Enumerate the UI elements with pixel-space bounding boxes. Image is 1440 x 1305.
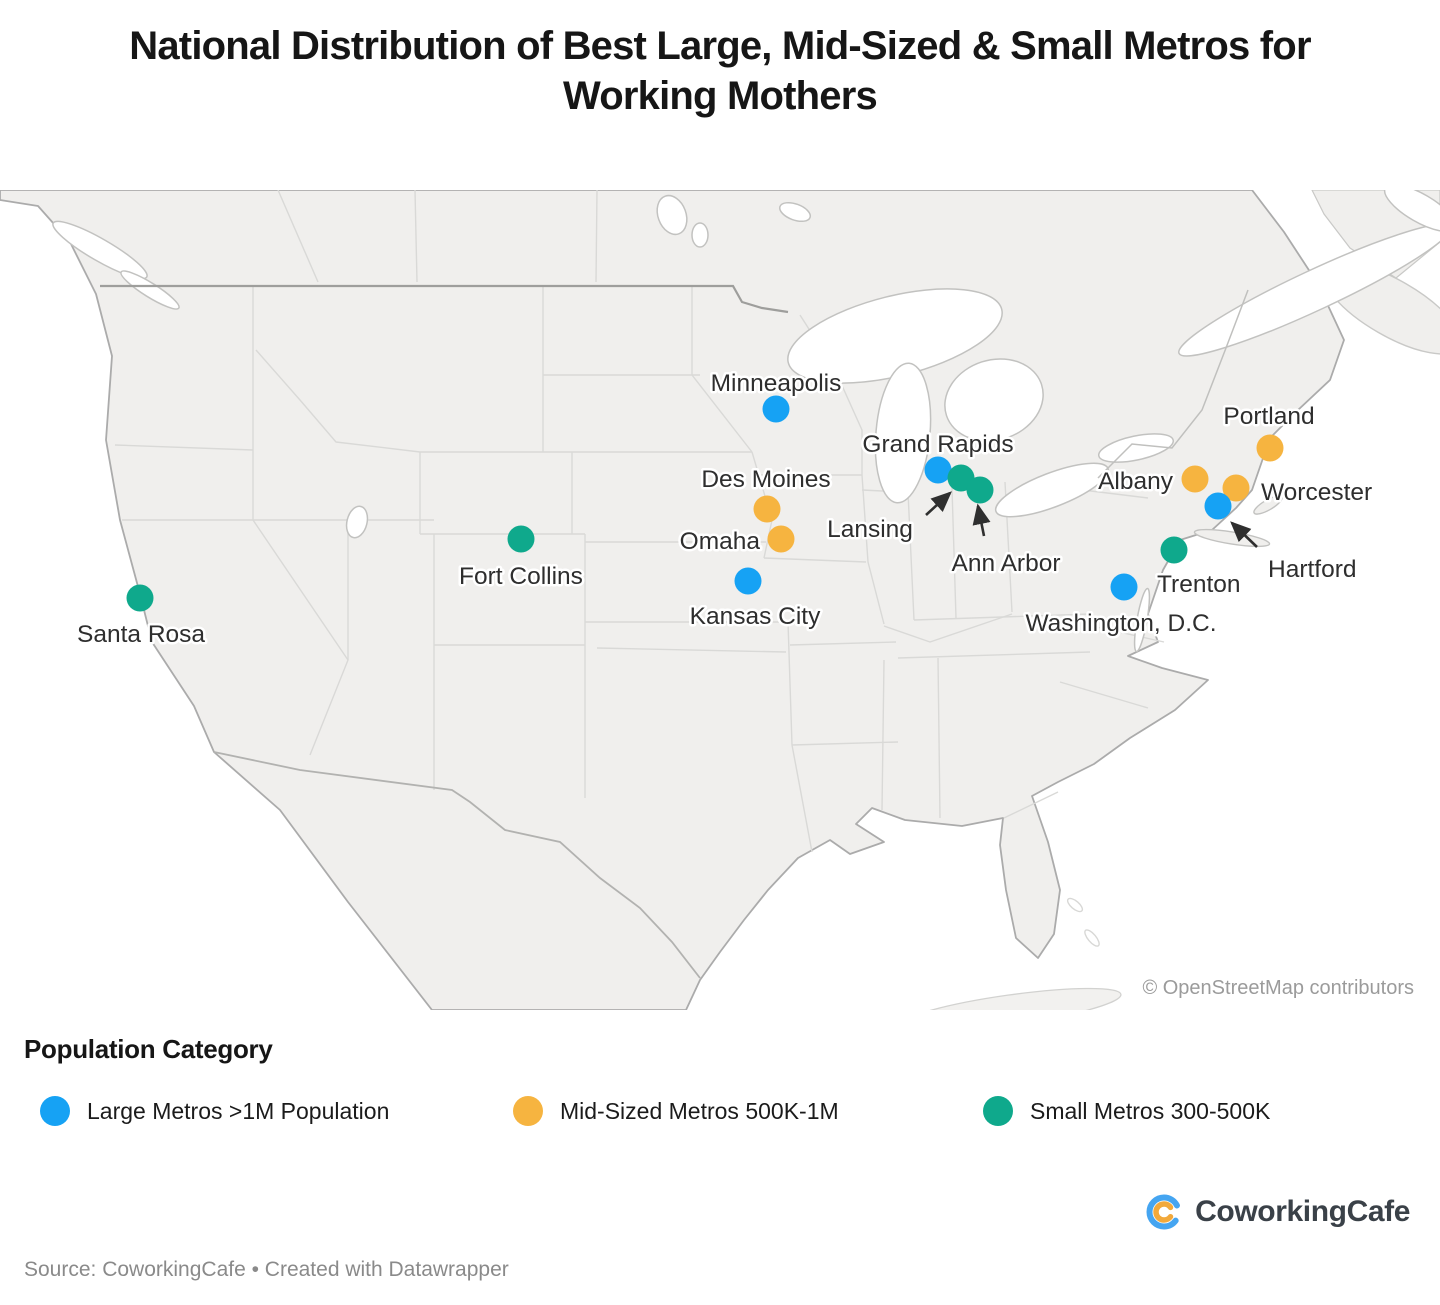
coworkingcafe-logo-icon: [1146, 1194, 1182, 1230]
legend-heading: Population Category: [24, 1034, 273, 1064]
city-marker-portland[interactable]: [1256, 434, 1284, 462]
legend: Large Metros >1M Population Mid-Sized Met…: [0, 1094, 1440, 1130]
legend-label-small: Small Metros 300-500K: [1030, 1097, 1271, 1124]
annotation-arrow-lansing: [925, 491, 952, 516]
city-marker-grand-rapids[interactable]: [924, 456, 952, 484]
city-marker-ann-arbor[interactable]: [966, 476, 994, 504]
source-line: Source: CoworkingCafe • Created with Dat…: [24, 1258, 509, 1281]
city-label-minneapolis: Minneapolis: [711, 370, 842, 397]
city-label-des-moines: Des Moines: [701, 466, 830, 493]
us-map-svg: Santa Rosa Fort Collins Minneapolis Des Moi…: [0, 190, 1440, 1010]
city-marker-des-moines[interactable]: [753, 495, 781, 523]
legend-dot-large: [40, 1096, 70, 1126]
legend-item-mid: Mid-Sized Metros 500K-1M: [513, 1094, 839, 1128]
city-marker-albany[interactable]: [1181, 465, 1209, 493]
city-marker-hartford[interactable]: [1204, 492, 1232, 520]
legend-item-large: Large Metros >1M Population: [40, 1094, 389, 1128]
city-label-fort-collins: Fort Collins: [459, 563, 583, 590]
city-label-ann-arbor: Ann Arbor: [952, 550, 1061, 577]
city-marker-fort-collins[interactable]: [507, 525, 535, 553]
city-markers-layer: Santa Rosa Fort Collins Minneapolis Des Moi…: [74, 368, 1374, 651]
city-label-portland: Portland: [1223, 403, 1314, 430]
city-marker-trenton[interactable]: [1160, 536, 1188, 564]
city-marker-kansas-city[interactable]: [734, 567, 762, 595]
page-title: National Distribution of Best Large, Mid…: [129, 24, 1311, 118]
city-label-albany: Albany: [1098, 468, 1174, 495]
legend-label-mid: Mid-Sized Metros 500K-1M: [560, 1097, 839, 1124]
city-label-grand-rapids: Grand Rapids: [862, 431, 1013, 458]
city-label-omaha: Omaha: [680, 528, 761, 555]
city-marker-omaha[interactable]: [767, 525, 795, 553]
city-marker-washington-d-c[interactable]: [1110, 573, 1138, 601]
legend-label-large: Large Metros >1M Population: [87, 1097, 390, 1124]
coworkingcafe-logo[interactable]: CoworkingCafe: [1144, 1192, 1410, 1232]
legend-dot-mid: [513, 1096, 543, 1126]
city-label-hartford: Hartford: [1268, 556, 1357, 583]
city-label-trenton: Trenton: [1157, 571, 1241, 598]
legend-dot-small: [983, 1096, 1013, 1126]
lakes: [52, 190, 1440, 653]
city-marker-minneapolis[interactable]: [762, 395, 790, 423]
coworkingcafe-logo-text: CoworkingCafe: [1195, 1195, 1410, 1228]
city-label-washington-d-c: Washington, D.C.: [1025, 610, 1216, 637]
city-label-lansing: Lansing: [827, 516, 913, 543]
city-label-worcester: Worcester: [1261, 479, 1372, 506]
city-marker-worcester[interactable]: [1222, 474, 1250, 502]
annotation-arrow-ann-arbor: [972, 503, 991, 537]
us-map: Santa Rosa Fort Collins Minneapolis Des Moi…: [0, 190, 1440, 1010]
annotation-arrow-hartford: [1230, 521, 1258, 548]
osm-attribution[interactable]: © OpenStreetMap contributors: [1142, 977, 1414, 999]
legend-item-small: Small Metros 300-500K: [983, 1094, 1270, 1128]
city-label-kansas-city: Kansas City: [690, 603, 821, 630]
city-label-santa-rosa: Santa Rosa: [77, 621, 205, 648]
city-marker-santa-rosa[interactable]: [126, 584, 154, 612]
country-borders: [100, 284, 1249, 979]
